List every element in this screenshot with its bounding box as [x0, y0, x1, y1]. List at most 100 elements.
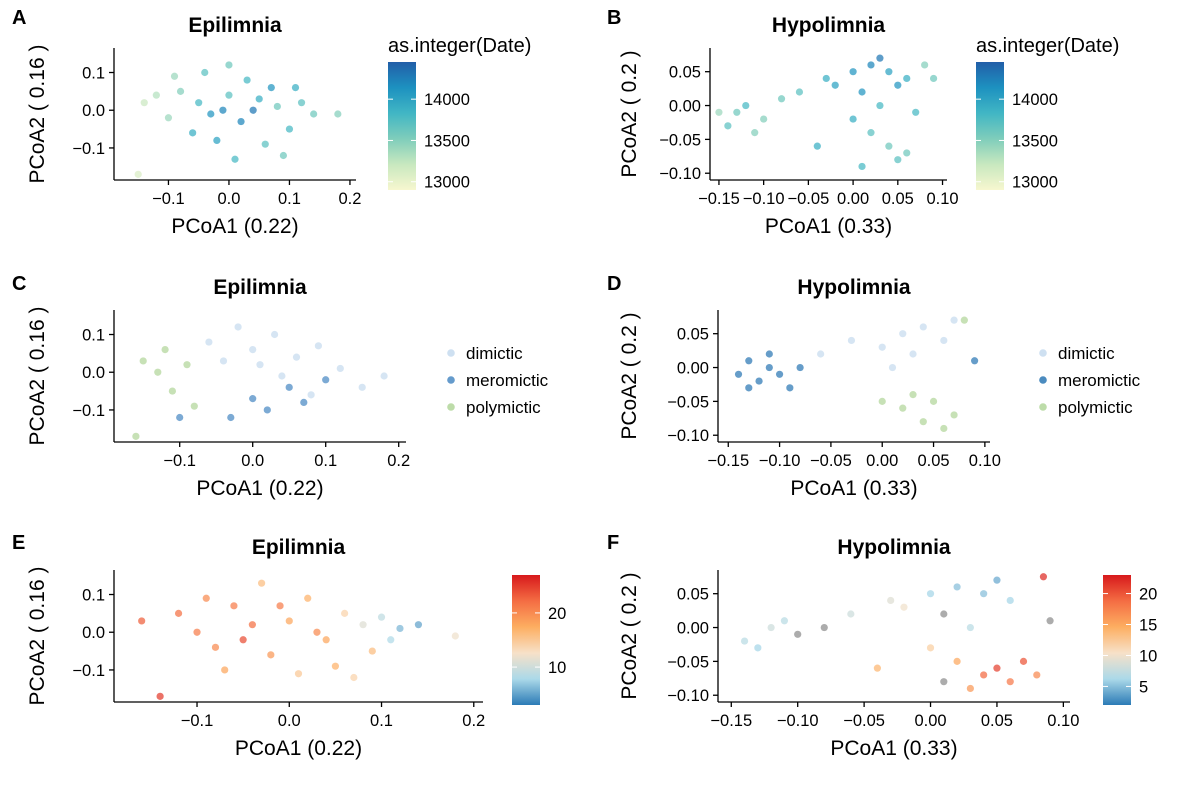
data-point	[734, 370, 743, 378]
data-point	[813, 142, 821, 150]
data-point	[258, 579, 266, 587]
data-point	[742, 101, 750, 110]
x-tick-label: 0.00	[837, 190, 869, 208]
data-point	[313, 628, 321, 636]
data-point	[387, 636, 395, 644]
data-point	[888, 363, 897, 372]
data-points	[132, 323, 388, 440]
data-point	[745, 357, 753, 365]
data-point	[847, 336, 856, 345]
data-point	[168, 387, 176, 395]
data-point	[765, 350, 773, 358]
data-point	[980, 671, 988, 679]
y-tick-label: −0.05	[659, 131, 701, 149]
y-tick-label: 0.05	[677, 586, 709, 604]
data-point	[183, 361, 191, 369]
data-point	[873, 664, 881, 672]
data-point	[174, 609, 183, 617]
data-point	[161, 346, 169, 354]
data-point	[248, 621, 256, 629]
panel-title: Epilimnia	[213, 276, 307, 299]
data-point	[193, 628, 201, 636]
data-point	[294, 670, 303, 678]
y-tick-label: 0.05	[669, 64, 701, 82]
data-point	[256, 361, 264, 369]
legend-key	[1039, 349, 1047, 357]
data-point	[156, 692, 164, 700]
x-tick-label: 0.10	[969, 452, 1001, 470]
y-tick-label: 0.0	[82, 102, 105, 120]
data-point	[786, 384, 794, 392]
x-tick-label: −0.1	[163, 452, 196, 470]
y-axis-label: PCoA2 ( 0.16 )	[26, 567, 49, 706]
data-point	[820, 623, 828, 632]
data-point	[1046, 617, 1054, 625]
panel-title: Epilimnia	[252, 536, 346, 559]
data-point	[909, 350, 917, 358]
y-tick-label: −0.10	[667, 427, 709, 445]
data-point	[170, 72, 179, 80]
x-tick-label: −0.05	[788, 190, 830, 208]
data-point	[278, 372, 286, 380]
data-point	[285, 125, 294, 133]
data-point	[211, 643, 220, 651]
data-point	[894, 156, 902, 164]
data-point	[940, 610, 948, 618]
y-tick-label: −0.05	[667, 393, 709, 411]
panel-title: Hypolimnia	[797, 276, 911, 299]
data-point	[724, 122, 732, 130]
data-point	[980, 590, 988, 598]
x-tick-label: −0.10	[759, 452, 801, 470]
data-point	[202, 594, 210, 602]
x-axis-label: PCoA1 (0.22)	[235, 737, 362, 760]
x-tick-label: 0.00	[866, 452, 898, 470]
data-point	[740, 637, 749, 645]
data-point	[993, 576, 1001, 584]
data-point	[261, 140, 269, 148]
data-point	[953, 583, 961, 591]
data-point	[322, 376, 330, 384]
data-point	[190, 402, 198, 410]
data-point	[878, 343, 886, 351]
panel-letter: E	[12, 532, 25, 554]
data-point	[368, 647, 376, 655]
colorbar-tick-label: 13000	[1012, 174, 1058, 192]
data-point	[140, 99, 148, 107]
data-point	[310, 110, 318, 118]
data-point	[876, 101, 884, 110]
legend-entry-label: meromictic	[466, 371, 549, 390]
data-point	[899, 404, 907, 412]
data-point	[760, 115, 768, 123]
panel-f: F Hypolimnia−0.15 −0.10 −0.05 0.00 0.05 0.10−0…	[607, 532, 1157, 760]
data-point	[134, 170, 142, 178]
y-tick-label: −0.1	[72, 140, 105, 158]
legend-key	[447, 349, 455, 357]
y-tick-label: 0.1	[82, 587, 105, 605]
data-point	[858, 162, 866, 171]
legend-key	[1039, 403, 1047, 411]
data-point	[950, 411, 958, 419]
data-point	[152, 91, 160, 99]
data-point	[358, 383, 366, 391]
data-point	[926, 644, 935, 652]
legend: dimictic meromictic polymictic	[1039, 344, 1141, 417]
data-point	[285, 383, 293, 391]
data-point	[267, 651, 275, 659]
colorbar-tick-label: 14000	[1012, 91, 1058, 109]
y-tick-label: 0.00	[669, 98, 701, 116]
data-point	[292, 353, 301, 361]
data-point	[919, 323, 927, 331]
data-point	[304, 594, 312, 602]
x-tick-label: 0.10	[1047, 712, 1079, 730]
colorbar-tick-label: 5	[1139, 678, 1148, 696]
x-axis-label: PCoA1 (0.22)	[171, 215, 298, 238]
x-tick-label: −0.05	[843, 712, 885, 730]
data-point	[849, 115, 857, 123]
colorbar-tick-label: 20	[1139, 586, 1157, 604]
data-point	[189, 129, 197, 137]
data-point	[1033, 671, 1041, 679]
colorbar-tick-label: 14000	[424, 91, 470, 109]
data-point	[919, 418, 927, 426]
x-axis-label: PCoA1 (0.22)	[196, 477, 323, 500]
x-tick-label: 0.10	[926, 190, 958, 208]
